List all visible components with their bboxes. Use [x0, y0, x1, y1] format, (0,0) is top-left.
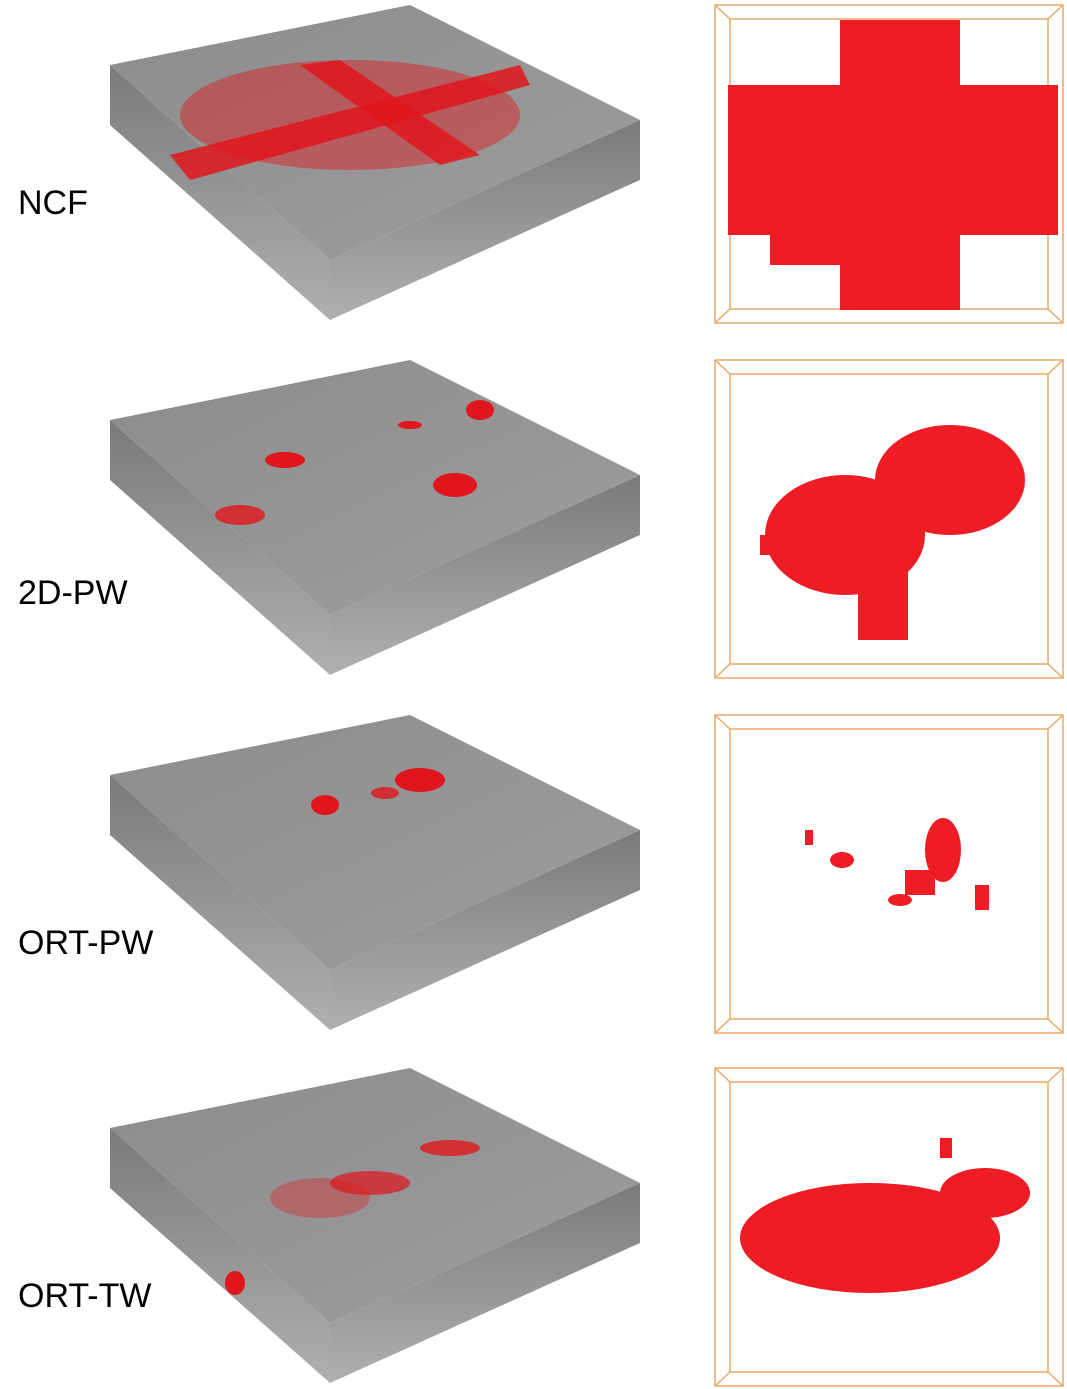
panel-row: ORT-TW [18, 1068, 1063, 1386]
damage-region [420, 1140, 480, 1156]
damage-region [433, 473, 477, 497]
damage-region [466, 400, 494, 420]
damage-projection [830, 852, 854, 868]
panel-row: 2D-PW [18, 360, 1063, 678]
slab-render [110, 1068, 640, 1383]
damage-projection [875, 425, 1025, 535]
box-edge [1048, 309, 1063, 323]
damage-region [215, 505, 265, 525]
damage-projection [940, 1168, 1030, 1218]
box-edge [1048, 360, 1063, 374]
box-edge [1048, 1019, 1063, 1033]
damage-region [398, 421, 422, 429]
slab-render [110, 715, 640, 1030]
slab-top [110, 715, 640, 970]
damage-region [265, 452, 305, 468]
box-edge [715, 1068, 730, 1082]
box-outer [715, 715, 1063, 1033]
damage-projection [840, 20, 960, 310]
rows: NCF 2D-PW ORT-PW ORT-TW [18, 5, 1063, 1386]
damage-projection [770, 235, 860, 265]
damage-region [180, 60, 520, 170]
slab-render [110, 360, 640, 675]
panel-row: ORT-PW [18, 715, 1063, 1033]
row-label: ORT-PW [18, 924, 153, 962]
box-edge [715, 1372, 730, 1386]
box-edge [1048, 1068, 1063, 1082]
box-edge [715, 5, 730, 19]
damage-region [270, 1178, 370, 1218]
damage-projection [760, 535, 830, 555]
box-edge [1048, 664, 1063, 678]
box-edge [715, 309, 730, 323]
damage-projection [805, 830, 813, 845]
damage-projection [858, 540, 908, 640]
damage-region [311, 795, 339, 815]
figure: NCF 2D-PW ORT-PW ORT-TW [0, 0, 1067, 1389]
panel-row: NCF [18, 5, 1063, 323]
slab-render [110, 5, 640, 320]
row-label: 2D-PW [18, 574, 128, 612]
damage-projection [975, 885, 989, 910]
damage-region [225, 1271, 245, 1295]
box-edge [715, 664, 730, 678]
box-inner [730, 729, 1048, 1019]
damage-projection [940, 1138, 952, 1158]
box-edge [715, 1019, 730, 1033]
top-view-box [715, 715, 1063, 1033]
box-edge [1048, 5, 1063, 19]
box-edge [715, 360, 730, 374]
slab-top [110, 1068, 640, 1323]
row-label: NCF [18, 184, 88, 222]
damage-projection [905, 870, 935, 895]
box-edge [1048, 715, 1063, 729]
row-label: ORT-TW [18, 1277, 151, 1315]
damage-projection [888, 894, 912, 906]
box-edge [1048, 1372, 1063, 1386]
damage-region [371, 787, 399, 799]
slab-top [110, 360, 640, 615]
box-edge [715, 715, 730, 729]
damage-region [395, 768, 445, 792]
